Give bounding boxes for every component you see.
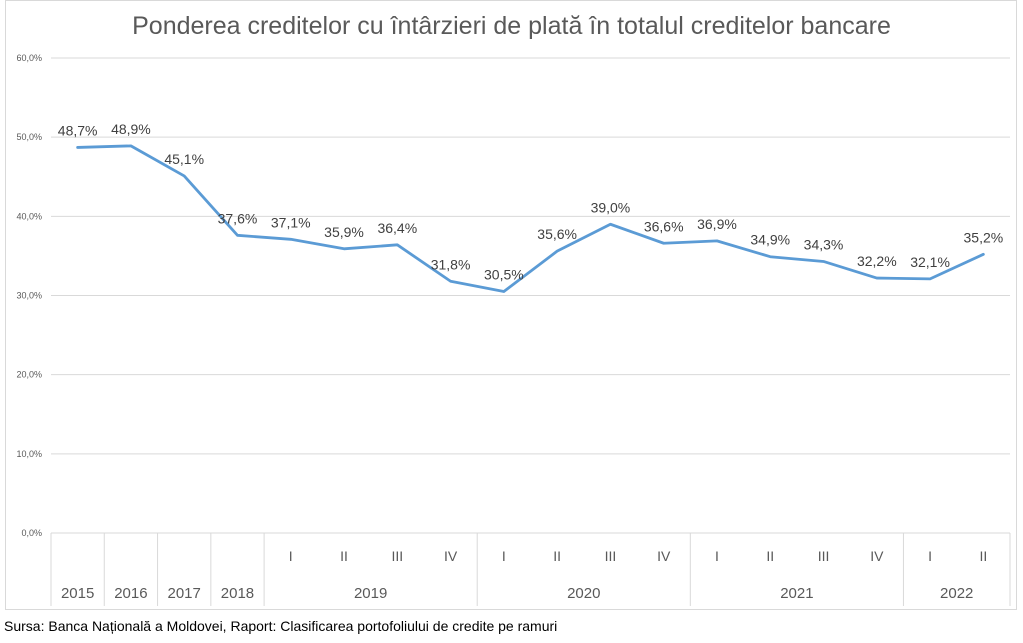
x-quarter-label: IV [657, 548, 671, 564]
x-year-label: 2019 [354, 585, 387, 602]
x-year-label: 2020 [567, 585, 600, 602]
line-chart: 0,0% 10,0% 20,0% 30,0% 40,0% 50,0% 60,0% 2015 2… [16, 53, 1011, 606]
data-label: 36,9% [697, 216, 737, 232]
x-year-label: 2021 [780, 585, 813, 602]
x-quarter-label: I [928, 548, 932, 564]
data-label: 36,6% [644, 218, 684, 234]
x-quarter-label: II [766, 548, 774, 564]
data-label: 32,1% [910, 254, 950, 270]
chart-title: Ponderea creditelor cu întârzieri de pla… [132, 12, 891, 40]
x-quarter-label: IV [444, 548, 458, 564]
y-tick-label: 40,0% [16, 211, 42, 221]
series [76, 144, 985, 293]
x-quarter-label: II [553, 548, 561, 564]
y-tick-label: 20,0% [16, 370, 42, 380]
source-note: Sursa: Banca Națională a Moldovei, Rapor… [4, 618, 558, 634]
data-labels: 48,7% 48,9% 45,1% 37,6% 37,1% 35,9% 36,4% 31,8%… [58, 121, 1003, 283]
series-line [76, 144, 985, 293]
x-year-label: 2015 [61, 585, 94, 602]
data-label: 45,1% [164, 151, 204, 167]
chart-frame [5, 0, 1017, 610]
x-quarter-label: I [289, 548, 293, 564]
data-label: 30,5% [484, 267, 524, 283]
data-label: 39,0% [591, 199, 631, 215]
y-tick-label: 10,0% [16, 449, 42, 459]
x-year-label: 2022 [940, 585, 973, 602]
y-axis: 0,0% 10,0% 20,0% 30,0% 40,0% 50,0% 60,0% [16, 53, 42, 538]
data-label: 32,2% [857, 253, 897, 269]
gridlines [51, 57, 1010, 534]
x-quarter-label: IV [870, 548, 884, 564]
data-label: 35,6% [537, 226, 577, 242]
x-quarter-label: I [715, 548, 719, 564]
data-label: 48,7% [58, 122, 98, 138]
data-label: 37,1% [271, 214, 311, 230]
x-quarter-label: I [502, 548, 506, 564]
data-label: 35,2% [964, 229, 1004, 245]
x-quarter-label: II [979, 548, 987, 564]
y-tick-label: 60,0% [16, 53, 42, 63]
data-label: 34,3% [804, 236, 844, 252]
x-year-label: 2018 [221, 585, 254, 602]
x-year-label: 2016 [114, 585, 147, 602]
data-label: 37,6% [218, 210, 258, 226]
x-quarter-label: II [340, 548, 348, 564]
x-quarter-label: III [818, 548, 830, 564]
data-label: 36,4% [377, 220, 417, 236]
data-label: 31,8% [431, 256, 471, 272]
x-quarter-label: III [391, 548, 403, 564]
data-label: 34,9% [750, 232, 790, 248]
data-label: 35,9% [324, 224, 364, 240]
data-label: 48,9% [111, 121, 151, 137]
x-year-label: 2017 [168, 585, 201, 602]
x-quarter-label: III [605, 548, 617, 564]
y-tick-label: 50,0% [16, 132, 42, 142]
y-tick-label: 0,0% [21, 528, 42, 538]
y-tick-label: 30,0% [16, 291, 42, 301]
